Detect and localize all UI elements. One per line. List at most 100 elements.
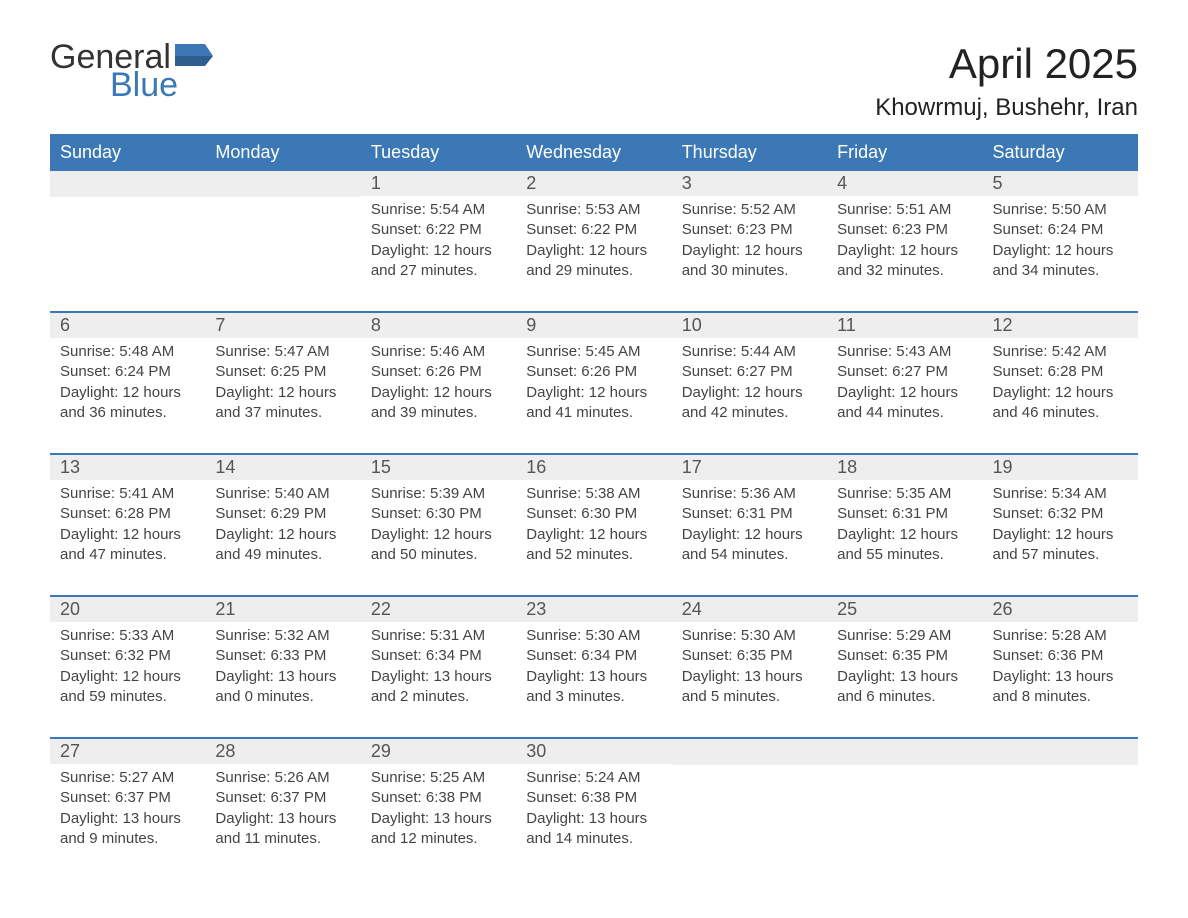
sunset-line: Sunset: 6:22 PM (371, 220, 506, 240)
sunset-line: Sunset: 6:24 PM (993, 220, 1128, 240)
day-body: Sunrise: 5:41 AMSunset: 6:28 PMDaylight:… (50, 480, 205, 565)
day-body: Sunrise: 5:50 AMSunset: 6:24 PMDaylight:… (983, 196, 1138, 281)
weekday-header-cell: Thursday (672, 134, 827, 171)
sunrise-line: Sunrise: 5:40 AM (215, 484, 350, 504)
calendar-day: 19Sunrise: 5:34 AMSunset: 6:32 PMDayligh… (983, 455, 1138, 595)
sunset-line: Sunset: 6:31 PM (837, 504, 972, 524)
calendar-day: 24Sunrise: 5:30 AMSunset: 6:35 PMDayligh… (672, 597, 827, 737)
weekday-header-cell: Tuesday (361, 134, 516, 171)
calendar-day: 17Sunrise: 5:36 AMSunset: 6:31 PMDayligh… (672, 455, 827, 595)
calendar-day: 30Sunrise: 5:24 AMSunset: 6:38 PMDayligh… (516, 739, 671, 879)
sunrise-line: Sunrise: 5:30 AM (526, 626, 661, 646)
calendar-day: 21Sunrise: 5:32 AMSunset: 6:33 PMDayligh… (205, 597, 360, 737)
calendar-day: 13Sunrise: 5:41 AMSunset: 6:28 PMDayligh… (50, 455, 205, 595)
calendar-week: 20Sunrise: 5:33 AMSunset: 6:32 PMDayligh… (50, 595, 1138, 737)
sunrise-line: Sunrise: 5:32 AM (215, 626, 350, 646)
day-body: Sunrise: 5:52 AMSunset: 6:23 PMDaylight:… (672, 196, 827, 281)
sunset-line: Sunset: 6:29 PM (215, 504, 350, 524)
day-number: 27 (50, 739, 205, 764)
sunrise-line: Sunrise: 5:48 AM (60, 342, 195, 362)
sunset-line: Sunset: 6:32 PM (993, 504, 1128, 524)
sunset-line: Sunset: 6:33 PM (215, 646, 350, 666)
day-number: 26 (983, 597, 1138, 622)
calendar-day: 8Sunrise: 5:46 AMSunset: 6:26 PMDaylight… (361, 313, 516, 453)
sunrise-line: Sunrise: 5:25 AM (371, 768, 506, 788)
daylight-line: Daylight: 12 hours and 27 minutes. (371, 241, 506, 282)
sunset-line: Sunset: 6:36 PM (993, 646, 1128, 666)
weekday-header-cell: Friday (827, 134, 982, 171)
sunrise-line: Sunrise: 5:33 AM (60, 626, 195, 646)
calendar-day: 11Sunrise: 5:43 AMSunset: 6:27 PMDayligh… (827, 313, 982, 453)
day-number: 29 (361, 739, 516, 764)
calendar-day: 14Sunrise: 5:40 AMSunset: 6:29 PMDayligh… (205, 455, 360, 595)
daylight-line: Daylight: 13 hours and 14 minutes. (526, 809, 661, 850)
day-number: 25 (827, 597, 982, 622)
calendar-day: 6Sunrise: 5:48 AMSunset: 6:24 PMDaylight… (50, 313, 205, 453)
sunrise-line: Sunrise: 5:39 AM (371, 484, 506, 504)
sunrise-line: Sunrise: 5:28 AM (993, 626, 1128, 646)
sunrise-line: Sunrise: 5:43 AM (837, 342, 972, 362)
weekday-header-cell: Saturday (983, 134, 1138, 171)
day-body: Sunrise: 5:43 AMSunset: 6:27 PMDaylight:… (827, 338, 982, 423)
day-number: 8 (361, 313, 516, 338)
sunrise-line: Sunrise: 5:54 AM (371, 200, 506, 220)
calendar-day-empty (672, 739, 827, 879)
calendar-day: 23Sunrise: 5:30 AMSunset: 6:34 PMDayligh… (516, 597, 671, 737)
calendar-day: 28Sunrise: 5:26 AMSunset: 6:37 PMDayligh… (205, 739, 360, 879)
logo: General Blue (50, 40, 215, 102)
day-body: Sunrise: 5:28 AMSunset: 6:36 PMDaylight:… (983, 622, 1138, 707)
calendar-day: 18Sunrise: 5:35 AMSunset: 6:31 PMDayligh… (827, 455, 982, 595)
sunset-line: Sunset: 6:37 PM (60, 788, 195, 808)
logo-text-blue: Blue (50, 68, 215, 102)
calendar-day: 29Sunrise: 5:25 AMSunset: 6:38 PMDayligh… (361, 739, 516, 879)
sunset-line: Sunset: 6:38 PM (371, 788, 506, 808)
sunset-line: Sunset: 6:25 PM (215, 362, 350, 382)
day-body: Sunrise: 5:54 AMSunset: 6:22 PMDaylight:… (361, 196, 516, 281)
daylight-line: Daylight: 13 hours and 2 minutes. (371, 667, 506, 708)
day-body: Sunrise: 5:39 AMSunset: 6:30 PMDaylight:… (361, 480, 516, 565)
sunset-line: Sunset: 6:26 PM (371, 362, 506, 382)
daylight-line: Daylight: 12 hours and 55 minutes. (837, 525, 972, 566)
daylight-line: Daylight: 13 hours and 5 minutes. (682, 667, 817, 708)
day-number: 10 (672, 313, 827, 338)
calendar-day: 12Sunrise: 5:42 AMSunset: 6:28 PMDayligh… (983, 313, 1138, 453)
day-number: 17 (672, 455, 827, 480)
sunset-line: Sunset: 6:32 PM (60, 646, 195, 666)
calendar-day: 4Sunrise: 5:51 AMSunset: 6:23 PMDaylight… (827, 171, 982, 311)
daylight-line: Daylight: 13 hours and 8 minutes. (993, 667, 1128, 708)
day-number (827, 739, 982, 765)
day-number: 7 (205, 313, 360, 338)
sunrise-line: Sunrise: 5:38 AM (526, 484, 661, 504)
day-body: Sunrise: 5:53 AMSunset: 6:22 PMDaylight:… (516, 196, 671, 281)
sunrise-line: Sunrise: 5:35 AM (837, 484, 972, 504)
day-number: 22 (361, 597, 516, 622)
sunset-line: Sunset: 6:22 PM (526, 220, 661, 240)
day-number: 16 (516, 455, 671, 480)
day-number (672, 739, 827, 765)
day-body: Sunrise: 5:38 AMSunset: 6:30 PMDaylight:… (516, 480, 671, 565)
calendar-week: 6Sunrise: 5:48 AMSunset: 6:24 PMDaylight… (50, 311, 1138, 453)
day-number: 20 (50, 597, 205, 622)
calendar-day: 3Sunrise: 5:52 AMSunset: 6:23 PMDaylight… (672, 171, 827, 311)
calendar-day: 27Sunrise: 5:27 AMSunset: 6:37 PMDayligh… (50, 739, 205, 879)
calendar-day: 1Sunrise: 5:54 AMSunset: 6:22 PMDaylight… (361, 171, 516, 311)
daylight-line: Daylight: 12 hours and 30 minutes. (682, 241, 817, 282)
day-body: Sunrise: 5:45 AMSunset: 6:26 PMDaylight:… (516, 338, 671, 423)
daylight-line: Daylight: 12 hours and 52 minutes. (526, 525, 661, 566)
day-body: Sunrise: 5:27 AMSunset: 6:37 PMDaylight:… (50, 764, 205, 849)
day-number: 23 (516, 597, 671, 622)
day-body: Sunrise: 5:31 AMSunset: 6:34 PMDaylight:… (361, 622, 516, 707)
day-body: Sunrise: 5:24 AMSunset: 6:38 PMDaylight:… (516, 764, 671, 849)
day-number (205, 171, 360, 197)
sunset-line: Sunset: 6:38 PM (526, 788, 661, 808)
calendar-week: 13Sunrise: 5:41 AMSunset: 6:28 PMDayligh… (50, 453, 1138, 595)
sunrise-line: Sunrise: 5:45 AM (526, 342, 661, 362)
calendar-day: 7Sunrise: 5:47 AMSunset: 6:25 PMDaylight… (205, 313, 360, 453)
day-body: Sunrise: 5:33 AMSunset: 6:32 PMDaylight:… (50, 622, 205, 707)
day-number: 15 (361, 455, 516, 480)
calendar-day-empty (827, 739, 982, 879)
calendar-day-empty (50, 171, 205, 311)
day-body: Sunrise: 5:47 AMSunset: 6:25 PMDaylight:… (205, 338, 360, 423)
day-number: 1 (361, 171, 516, 196)
sunrise-line: Sunrise: 5:29 AM (837, 626, 972, 646)
